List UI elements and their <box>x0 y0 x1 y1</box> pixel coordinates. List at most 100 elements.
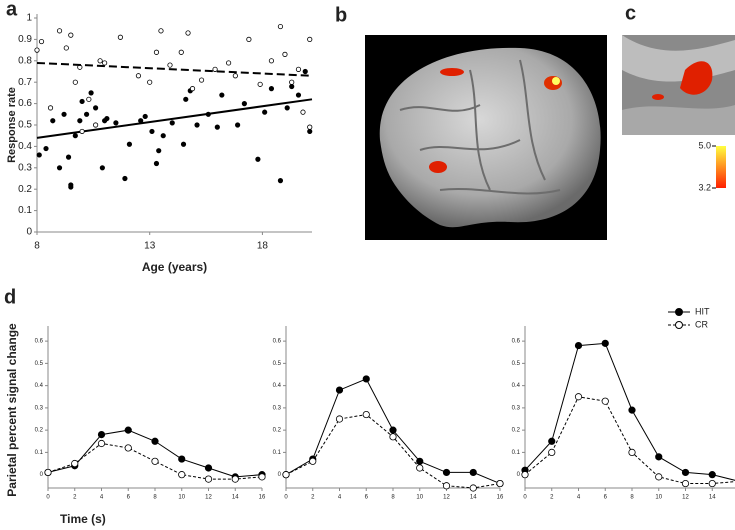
data-point <box>235 122 241 128</box>
legend-label: CR <box>695 319 708 329</box>
data-point <box>469 484 477 492</box>
data-point <box>628 406 636 414</box>
y-axis-label: Response rate <box>6 87 18 163</box>
data-point <box>149 128 155 135</box>
data-point <box>708 471 716 479</box>
x-tick-label: 0 <box>284 495 288 501</box>
x-tick-label: 18 <box>257 241 269 252</box>
data-point <box>97 430 106 439</box>
x-tick-label: 13 <box>144 241 156 252</box>
colorbar-label: 5.0 <box>698 140 711 150</box>
data-point <box>93 122 99 128</box>
data-point <box>225 60 232 66</box>
data-line <box>285 414 501 489</box>
data-point <box>50 118 56 124</box>
panel-label: d <box>4 286 16 308</box>
x-tick-label: 2 <box>550 495 554 501</box>
colorbar-bar <box>716 146 726 188</box>
data-point <box>469 468 477 477</box>
legend-marker <box>675 308 683 316</box>
data-point <box>68 32 74 38</box>
flat-map <box>622 35 735 135</box>
data-point <box>282 471 290 479</box>
data-point <box>442 468 451 477</box>
data-point <box>282 51 288 57</box>
data-point <box>708 479 716 488</box>
data-point <box>178 455 186 463</box>
data-point <box>117 34 124 40</box>
data-point <box>655 473 663 481</box>
data-point <box>204 475 213 483</box>
legend-marker <box>675 321 683 329</box>
x-tick-label: 6 <box>127 495 131 501</box>
y-tick-label: 0.5 <box>273 361 282 367</box>
data-point <box>268 58 275 64</box>
fit-line <box>36 61 313 77</box>
data-point <box>178 49 184 55</box>
y-tick-label: 0.2 <box>512 428 521 434</box>
y-tick-label: 0.7 <box>18 77 32 88</box>
data-point <box>289 83 295 90</box>
data-point <box>232 73 238 79</box>
data-point <box>151 457 159 465</box>
y-tick-label: 0.5 <box>35 361 44 367</box>
data-point <box>79 128 85 135</box>
y-tick-label: 0.5 <box>512 361 521 367</box>
legend-label: HIT <box>695 306 710 316</box>
y-tick-label: 0.2 <box>18 184 32 195</box>
data-point <box>198 77 205 83</box>
data-point <box>300 109 306 115</box>
y-axis-label: Parietal percent signal change <box>5 323 19 497</box>
data-point <box>147 79 153 85</box>
data-point <box>183 96 189 102</box>
y-tick-label: 0.3 <box>18 162 32 173</box>
data-point <box>47 105 54 111</box>
x-tick-label: 10 <box>416 495 423 501</box>
data-point <box>97 439 106 448</box>
data-point <box>277 23 284 30</box>
data-point <box>574 341 583 350</box>
data-point <box>268 86 275 92</box>
colorbar-label: 3.2 <box>698 182 711 192</box>
data-point <box>231 475 239 483</box>
data-point <box>601 397 609 405</box>
x-tick-label: 8 <box>391 495 395 501</box>
data-point <box>574 393 583 401</box>
y-tick-label: 0.6 <box>35 339 44 345</box>
x-tick-label: 16 <box>259 495 266 501</box>
y-tick-label: 0.8 <box>18 55 32 66</box>
data-point <box>113 120 119 126</box>
x-tick-label: 2 <box>311 495 315 501</box>
data-point <box>178 471 186 479</box>
panel-label: b <box>335 4 347 26</box>
y-tick-label: 0.3 <box>273 405 282 411</box>
data-point <box>214 124 220 130</box>
data-point <box>655 453 663 461</box>
data-point <box>548 448 556 456</box>
x-tick-label: 6 <box>604 495 608 501</box>
data-point <box>189 86 196 92</box>
data-point <box>56 165 63 171</box>
data-point <box>63 45 69 51</box>
x-tick-label: 14 <box>709 495 716 501</box>
data-point <box>122 175 128 182</box>
data-point <box>71 459 79 468</box>
y-tick-label: 0 <box>40 472 44 478</box>
data-point <box>389 426 397 434</box>
data-point <box>307 124 313 130</box>
data-point <box>102 60 108 66</box>
data-point <box>124 426 132 434</box>
y-tick-label: 0.3 <box>35 405 44 411</box>
data-point <box>442 482 451 490</box>
data-point <box>83 111 90 117</box>
x-tick-label: 4 <box>338 495 342 501</box>
data-point <box>362 375 370 383</box>
y-tick-label: 0.6 <box>18 98 32 109</box>
data-point <box>44 468 52 477</box>
panel-label: a <box>6 0 18 20</box>
data-point <box>88 90 94 96</box>
x-axis-label: Age (years) <box>142 260 207 274</box>
y-tick-label: 0.1 <box>273 450 282 456</box>
data-point <box>153 49 160 55</box>
